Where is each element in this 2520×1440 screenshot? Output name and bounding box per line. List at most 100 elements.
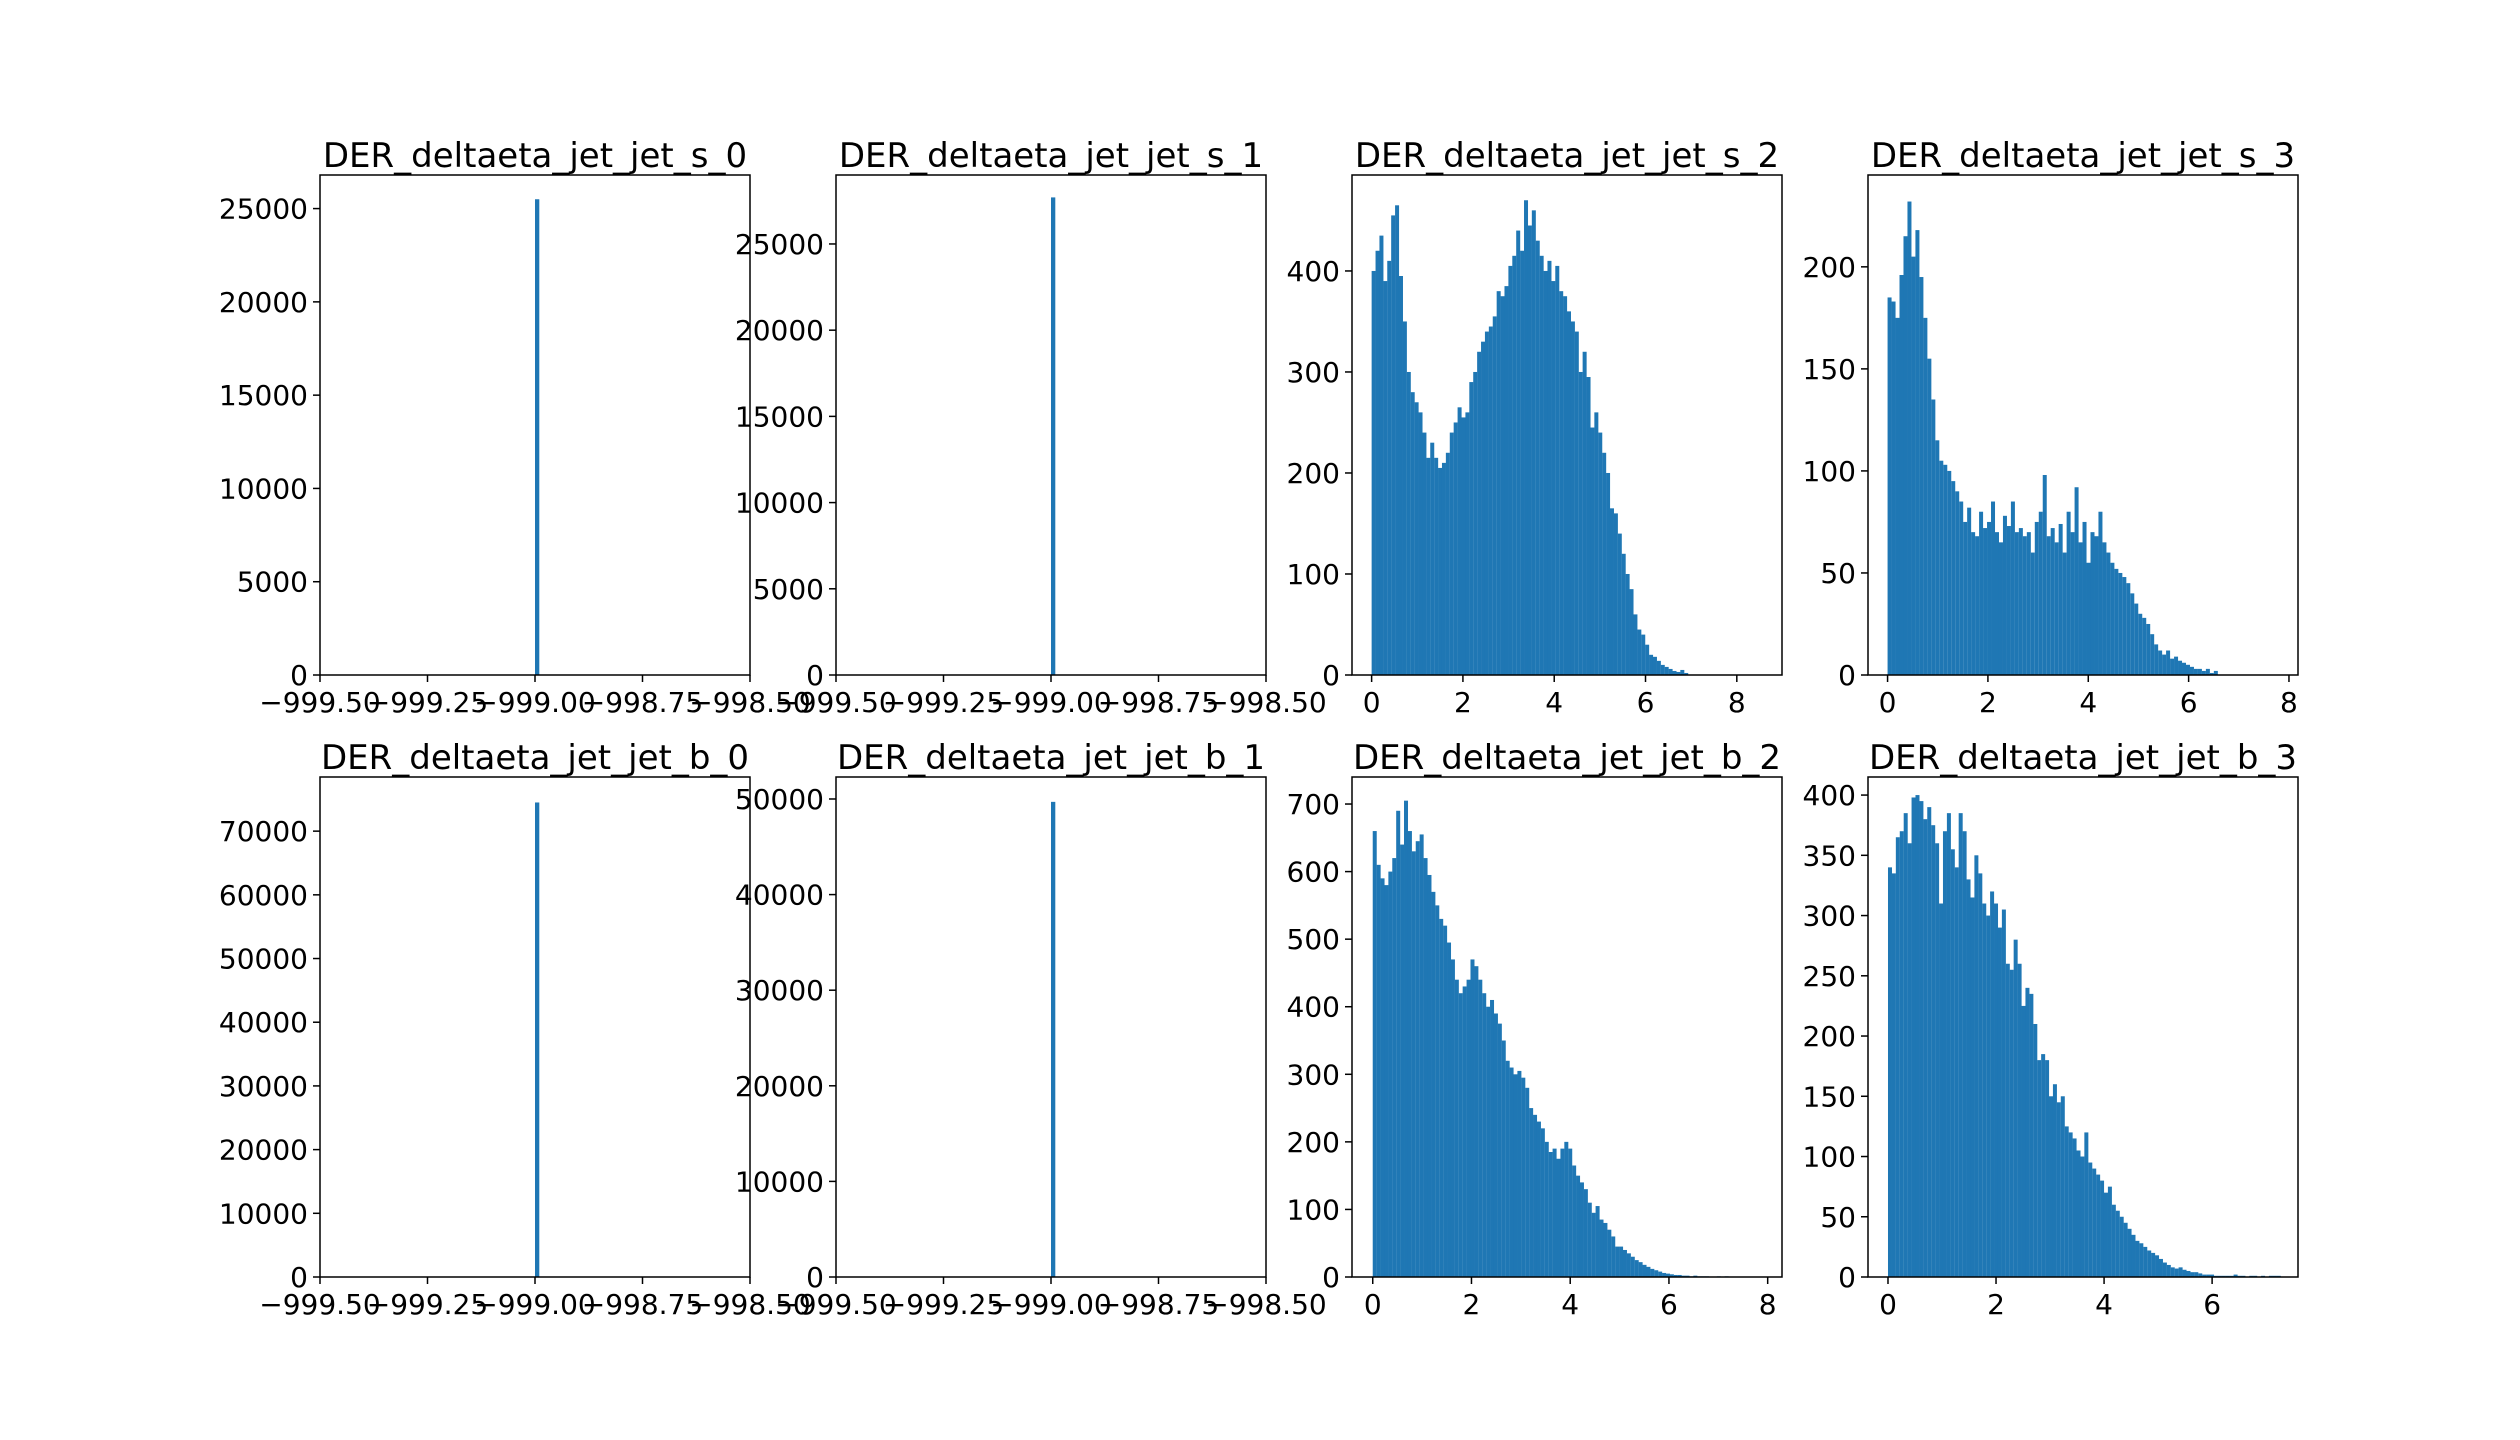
subplot-5: −999.50−999.25−999.00−998.75−998.50 0 1000…: [735, 738, 1327, 1321]
histogram-bar: [1564, 1141, 1569, 1277]
subplot-title: DER_deltaeta_jet_jet_s_1: [839, 136, 1263, 176]
histogram-bar: [2062, 552, 2067, 675]
histogram-bar: [1380, 878, 1385, 1277]
histogram-bar: [2033, 1023, 2038, 1277]
histogram-bar: [2131, 1234, 2136, 1277]
histogram-bar: [1431, 891, 1436, 1277]
y-tick-label: 300: [1287, 356, 1340, 389]
axes-frame: [1351, 776, 1783, 1278]
y-tick-label: 50000: [735, 783, 824, 816]
histogram-bar: [1931, 825, 1936, 1277]
y-tick-label: 10000: [219, 472, 308, 505]
histogram-bar: [535, 802, 540, 1277]
y-tick-label: 150: [1803, 353, 1856, 386]
histogram-bar: [1915, 795, 1920, 1277]
histogram-bar: [1517, 1070, 1522, 1277]
histogram-bar: [2198, 1273, 2203, 1277]
histogram-bar: [1521, 1077, 1526, 1277]
histogram-bar: [1531, 210, 1536, 675]
histogram-bar: [1508, 265, 1513, 675]
histogram-bar: [1645, 644, 1650, 675]
y-tick-label: 200: [1803, 251, 1856, 284]
x-tick-label: 8: [1728, 686, 1746, 719]
histogram-bar: [2158, 1258, 2163, 1277]
x-tick-label: 0: [1364, 1288, 1382, 1321]
histogram-bar: [1387, 260, 1392, 675]
histogram-bar: [1649, 654, 1654, 675]
histogram-bar: [1477, 351, 1482, 675]
histogram-bar: [1676, 671, 1681, 675]
x-tick-label: −998.50: [689, 1288, 810, 1321]
histogram-bar: [1551, 281, 1556, 675]
histogram-bars: [535, 199, 540, 675]
subplot-title: DER_deltaeta_jet_jet_b_2: [1353, 738, 1781, 778]
y-tick-label: 400: [1803, 779, 1856, 812]
x-tick-label: 6: [1660, 1288, 1678, 1321]
y-tick-label: 700: [1287, 788, 1340, 821]
histogram-bar: [2202, 1274, 2207, 1277]
y-tick-label: 0: [1838, 659, 1856, 692]
subplot-title: DER_deltaeta_jet_jet_s_3: [1871, 136, 2295, 176]
histogram-bar: [1951, 481, 1956, 675]
y-tick-label: 40000: [219, 1006, 308, 1039]
histogram-bar: [1927, 358, 1932, 675]
histogram-bar: [1501, 1040, 1506, 1277]
histogram-bar: [2139, 1243, 2144, 1277]
histogram-bar: [1983, 528, 1988, 675]
histogram-bar: [1994, 903, 1999, 1277]
histogram-bar: [1445, 452, 1450, 675]
histogram-bars: [1887, 795, 2281, 1277]
histogram-bar: [1971, 532, 1976, 675]
x-tick-label: −998.50: [689, 686, 810, 719]
histogram-bar: [1419, 834, 1424, 1277]
histogram-bar: [2118, 572, 2123, 675]
histogram-bar: [1621, 553, 1626, 675]
histogram-bar: [2017, 963, 2022, 1277]
histogram-bar: [1438, 467, 1443, 675]
histogram-bars: [1887, 201, 2218, 675]
x-tick-label: 4: [1545, 686, 1563, 719]
y-tick-label: 300: [1287, 1058, 1340, 1091]
histogram-bar: [1998, 542, 2003, 675]
histogram-bar: [1617, 533, 1622, 675]
histogram-bar: [2052, 1084, 2057, 1277]
histogram-bar: [1411, 851, 1416, 1277]
histogram-bar: [1533, 1114, 1538, 1277]
histogram-bar: [2022, 536, 2027, 675]
histogram-bar: [2174, 656, 2179, 675]
histogram-bar: [1379, 235, 1384, 676]
histogram-bar: [2150, 634, 2155, 675]
histogram-bar: [1673, 1274, 1678, 1277]
histogram-bar: [2206, 1274, 2211, 1277]
y-tick-label: 150: [1803, 1080, 1856, 1113]
histogram-bar: [1637, 629, 1642, 675]
x-tick-label: 6: [1637, 686, 1655, 719]
histogram-bar: [2094, 536, 2099, 675]
histogram-bar: [1392, 858, 1397, 1277]
histogram-bar: [1664, 666, 1669, 675]
histogram-bar: [1602, 452, 1607, 675]
histogram-bar: [1629, 589, 1634, 675]
histogram-bar: [1525, 1087, 1530, 1277]
histogram-bar: [2072, 1138, 2077, 1277]
histogram-bar: [2107, 1186, 2112, 1277]
histogram-bar: [1391, 215, 1396, 675]
y-tick-label: 70000: [219, 815, 308, 848]
histogram-bar: [1492, 316, 1497, 675]
x-tick-label: −999.25: [367, 1288, 488, 1321]
histogram-bar: [1051, 197, 1056, 675]
histogram-bar: [1388, 871, 1393, 1277]
y-tick-label: 400: [1287, 255, 1340, 288]
x-tick-label: −998.75: [1098, 1288, 1219, 1321]
histogram-bar: [2147, 1250, 2152, 1277]
histogram-bar: [2170, 658, 2175, 675]
histogram-bar: [1583, 1189, 1588, 1277]
histogram-bar: [1966, 879, 1971, 1277]
histogram-bar: [2021, 1005, 2026, 1277]
y-tick-label: 0: [1322, 659, 1340, 692]
x-tick-label: 6: [2203, 1288, 2221, 1321]
histogram-bar: [2026, 532, 2031, 675]
histogram-bar: [1450, 959, 1455, 1277]
